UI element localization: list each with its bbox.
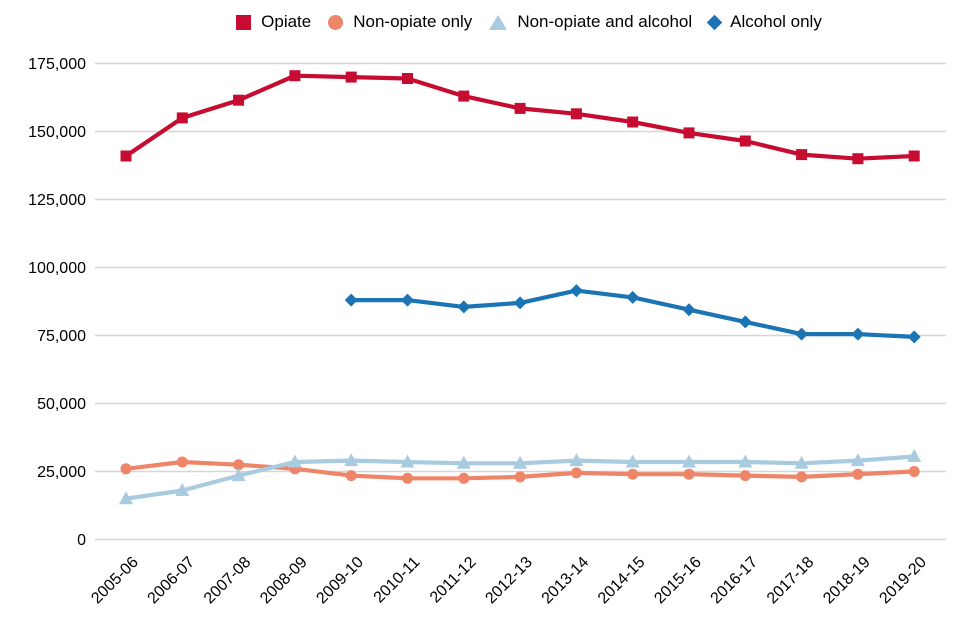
square-marker-icon (570, 108, 582, 120)
triangle-marker-icon (850, 453, 865, 467)
y-tick-label: 0 (77, 532, 86, 549)
legend-item-alcohol-only: Alcohol only (706, 12, 822, 32)
square-marker-icon (514, 102, 526, 114)
legend-label-non-opiate-and-alcohol: Non-opiate and alcohol (517, 12, 693, 31)
circle-marker-icon (796, 471, 808, 483)
x-tick-label: 2006-07 (145, 554, 199, 608)
series-alcohol-only (344, 284, 921, 344)
diamond-marker-icon (738, 315, 752, 329)
legend-label-opiate: Opiate (261, 12, 312, 31)
x-tick-label: 2008-09 (257, 554, 311, 608)
y-tick-label: 125,000 (28, 192, 86, 209)
triangle-marker-icon (569, 453, 584, 467)
series-non-opiate-only (120, 456, 920, 484)
x-tick-label: 2018-19 (820, 554, 874, 608)
square-marker-icon (233, 94, 245, 106)
square-marker-icon (458, 90, 470, 102)
square-marker-icon (852, 153, 864, 165)
triangle-marker-icon (287, 454, 302, 468)
legend-item-non-opiate-only: Non-opiate only (328, 12, 472, 32)
circle-marker-icon (908, 466, 920, 477)
triangle-marker-icon (231, 468, 246, 482)
circle-marker-icon (458, 472, 470, 484)
x-tick-label: 2012-13 (482, 554, 536, 608)
square-marker-icon (627, 116, 639, 128)
triangle-marker-icon (175, 483, 190, 496)
diamond-marker-icon (457, 300, 471, 314)
triangle-marker-icon (513, 455, 528, 469)
chart-legend: Opiate Non-opiate only Non-opiate and alco… (0, 6, 960, 38)
circle-marker-icon (570, 467, 582, 479)
x-tick-label: 2013-14 (539, 554, 593, 608)
square-marker-icon (176, 112, 188, 124)
square-marker-icon (289, 70, 301, 82)
circle-marker-icon (345, 470, 357, 482)
square-marker-icon (683, 127, 695, 139)
triangle-marker-icon (456, 455, 471, 469)
x-tick-label: 2016-17 (708, 554, 762, 608)
x-tick-label: 2011-12 (427, 554, 480, 607)
x-tick-label: 2005-06 (88, 554, 142, 608)
y-tick-label: 100,000 (28, 260, 86, 277)
series-non-opiate-and-alcohol (119, 449, 922, 505)
x-tick-label: 2010-11 (371, 554, 424, 607)
diamond-marker-icon (513, 296, 527, 310)
circle-marker-icon (120, 463, 132, 475)
diamond-marker-icon (851, 327, 865, 341)
y-tick-label: 150,000 (28, 124, 86, 141)
triangle-marker-icon (682, 454, 696, 468)
circle-marker-icon (683, 468, 695, 480)
diamond-marker-icon (401, 293, 414, 307)
square-marker-icon (236, 14, 252, 30)
x-tick-label: 2009-10 (313, 554, 367, 608)
x-tick-label: 2017-18 (764, 554, 818, 608)
circle-marker-icon (328, 14, 344, 30)
square-marker-icon (908, 150, 920, 162)
square-marker-icon (402, 73, 413, 84)
diamond-marker-icon (569, 284, 583, 298)
circle-marker-icon (739, 470, 751, 482)
legend-item-non-opiate-and-alcohol: Non-opiate and alcohol (489, 12, 692, 32)
triangle-marker-icon (794, 455, 809, 469)
diamond-marker-icon (626, 290, 640, 304)
x-tick-label: 2019-20 (876, 554, 930, 608)
circle-marker-icon (233, 459, 245, 471)
triangle-marker-icon (119, 491, 133, 505)
circle-marker-icon (852, 468, 864, 480)
y-tick-label: 75,000 (37, 328, 86, 345)
triangle-marker-icon (907, 449, 922, 462)
diamond-marker-icon (344, 293, 358, 307)
square-marker-icon (796, 149, 808, 161)
x-tick-label: 2007-08 (201, 554, 255, 608)
triangle-marker-icon (400, 454, 415, 468)
legend-label-non-opiate-only: Non-opiate only (353, 12, 473, 31)
diamond-marker-icon (795, 327, 809, 341)
triangle-marker-icon (738, 454, 753, 468)
series-opiate (120, 70, 920, 165)
x-tick-label: 2014-15 (595, 554, 649, 608)
y-axis-labels: 0 25,000 50,000 75,000 100,000 125,000 150,000… (28, 56, 86, 549)
y-tick-label: 175,000 (28, 56, 86, 73)
diamond-marker-icon (682, 303, 696, 317)
triangle-marker-icon (344, 453, 359, 467)
legend-item-opiate: Opiate (236, 12, 311, 32)
circle-marker-icon (402, 472, 413, 484)
triangle-marker-icon (625, 454, 640, 468)
circle-marker-icon (176, 456, 188, 468)
y-tick-label: 25,000 (37, 464, 86, 481)
square-marker-icon (739, 135, 751, 147)
square-marker-icon (120, 150, 132, 162)
diamond-marker-icon (907, 330, 921, 344)
y-tick-label: 50,000 (37, 396, 86, 413)
x-tick-label: 2015-16 (651, 554, 705, 608)
circle-marker-icon (514, 471, 526, 483)
circle-marker-icon (627, 468, 639, 480)
series-line-opiate (123, 73, 917, 161)
x-axis-labels: 2005-06 2006-07 2007-08 2008-09 2009-10 2010-… (88, 554, 930, 608)
legend-label-alcohol-only: Alcohol only (730, 12, 822, 31)
triangle-marker-icon (489, 14, 508, 30)
square-marker-icon (345, 71, 357, 83)
